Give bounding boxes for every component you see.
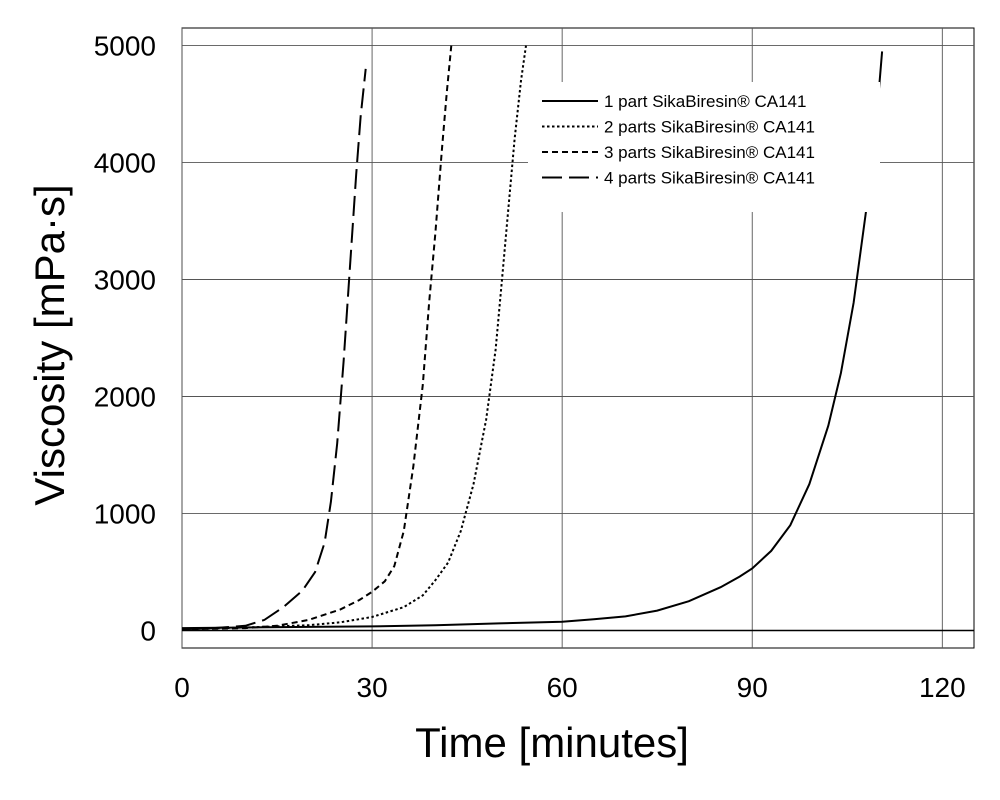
legend-label-3: 3 parts SikaBiresin® CA141: [604, 143, 815, 162]
legend-label-1: 1 part SikaBiresin® CA141: [604, 92, 806, 111]
legend-background: [528, 82, 880, 212]
y-tick-label: 1000: [94, 498, 156, 529]
x-tick-label: 120: [919, 672, 966, 703]
series-line-3: [181, 45, 453, 631]
y-tick-label: 5000: [94, 31, 156, 62]
x-tick-label: 0: [174, 672, 190, 703]
legend-label-2: 2 parts SikaBiresin® CA141: [604, 118, 815, 137]
x-axis-title: Time [minutes]: [415, 719, 689, 766]
legend-label-4: 4 parts SikaBiresin® CA141: [604, 169, 815, 188]
x-tick-label: 90: [737, 672, 768, 703]
series-lines: [181, 45, 884, 631]
x-tick-labels: 0 30 60 90 120: [174, 672, 965, 703]
x-tick-label: 30: [357, 672, 388, 703]
x-tick-label: 60: [547, 672, 578, 703]
y-axis-title: Viscosity [mPa·s]: [26, 184, 73, 505]
y-tick-labels: 0 1000 2000 3000 4000 5000: [94, 31, 156, 647]
series-line-4: [181, 68, 367, 631]
series-line-2: [181, 45, 527, 631]
y-tick-label: 4000: [94, 148, 156, 179]
y-tick-label: 0: [140, 615, 156, 646]
y-tick-label: 2000: [94, 381, 156, 412]
y-tick-label: 3000: [94, 265, 156, 296]
series-line-1: [181, 51, 884, 630]
legend: 1 part SikaBiresin® CA141 2 parts SikaBir…: [528, 82, 880, 212]
